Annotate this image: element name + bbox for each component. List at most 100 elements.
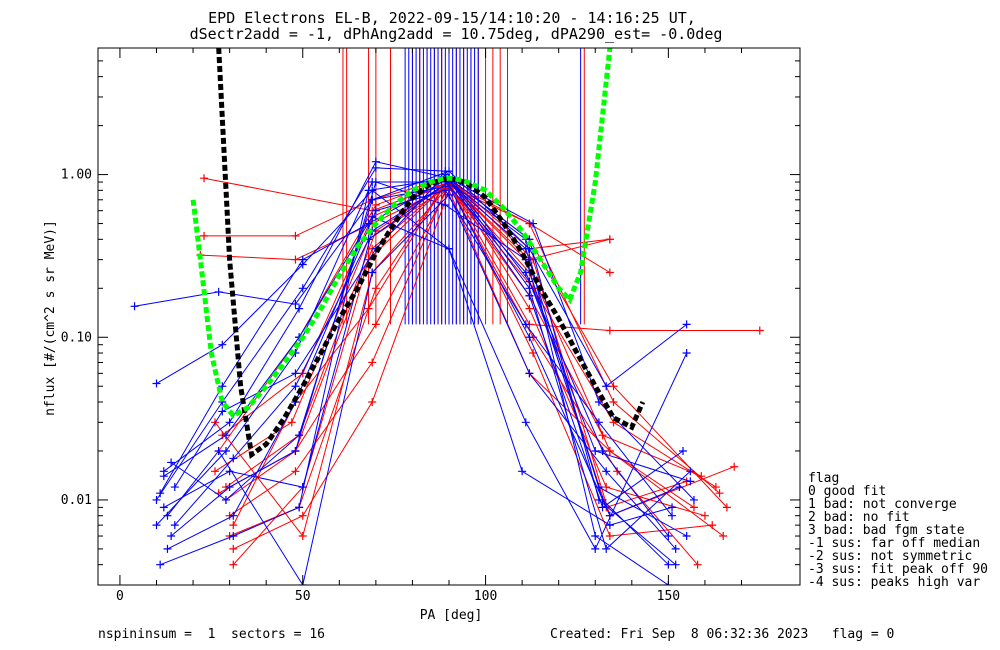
data-point (218, 382, 227, 391)
legend-entry: -1 sus: far off median (808, 536, 980, 551)
data-series (130, 48, 764, 585)
data-point (371, 163, 380, 172)
data-point (525, 333, 534, 342)
series-trace (163, 181, 669, 585)
series-trace (167, 189, 673, 550)
data-point (214, 287, 223, 296)
y-axis-label: nflux [#/(cm^2 s sr MeV)] (43, 220, 58, 416)
data-point (441, 186, 450, 195)
data-point (170, 483, 179, 492)
data-point (679, 446, 687, 455)
data-point (594, 418, 603, 427)
legend-entry: -2 sus: not symmetric (808, 549, 972, 564)
data-point (605, 521, 614, 530)
data-point (200, 174, 209, 183)
data-point (229, 560, 238, 569)
data-point (152, 379, 161, 388)
data-point (291, 382, 300, 391)
data-point (605, 326, 614, 335)
data-point (693, 560, 702, 569)
data-point (163, 511, 172, 520)
series-trace (174, 181, 669, 566)
data-point (697, 472, 706, 481)
data-point (682, 349, 691, 358)
data-point (715, 489, 724, 498)
data-point (609, 418, 618, 427)
data-point (671, 544, 680, 553)
data-point (605, 532, 614, 541)
data-point (521, 418, 530, 427)
data-point (225, 483, 234, 492)
x-axis-label: PA [deg] (420, 608, 483, 623)
legend-entry: 3 bad: bad fgm state (808, 523, 965, 538)
data-point (719, 532, 728, 541)
data-point (295, 503, 304, 512)
y-tick-label: 0.10 (61, 330, 92, 345)
data-point (605, 235, 614, 244)
data-point (221, 495, 230, 504)
data-point (668, 511, 677, 520)
data-point (445, 190, 453, 199)
data-point (229, 454, 238, 463)
data-point (152, 521, 161, 530)
data-point (708, 521, 717, 530)
data-point (298, 511, 307, 520)
data-point (152, 495, 161, 504)
series-trace (204, 177, 610, 250)
data-point (159, 503, 168, 512)
fit-curve (216, 48, 646, 459)
series-trace (156, 189, 688, 551)
series-trace (156, 181, 669, 537)
data-point (368, 268, 377, 277)
data-point (170, 521, 179, 530)
legend-entry: -4 sus: peaks high var (808, 575, 980, 590)
legend-title: flag (808, 471, 839, 486)
data-point (686, 477, 695, 486)
data-point (730, 462, 739, 471)
data-point (200, 231, 209, 240)
data-point (291, 467, 300, 476)
data-point (668, 503, 677, 512)
data-point (525, 369, 534, 378)
data-point (609, 382, 618, 391)
data-point (689, 495, 698, 504)
data-point (664, 560, 673, 569)
legend-entry: 2 bad: no fit (808, 510, 910, 525)
legend-entry: 1 bad: not converge (808, 497, 957, 512)
data-point (218, 340, 227, 349)
data-point (291, 369, 300, 378)
data-point (298, 532, 307, 541)
data-point (295, 304, 304, 313)
data-point (686, 467, 695, 476)
data-point (214, 446, 223, 455)
data-point (229, 511, 238, 520)
data-point (371, 178, 380, 187)
data-point (156, 489, 165, 498)
x-tick-label: 100 (474, 589, 497, 604)
data-point (225, 418, 234, 427)
data-point (602, 382, 611, 391)
data-point (130, 302, 139, 311)
data-point (441, 201, 450, 210)
data-point (525, 291, 534, 300)
data-point (371, 206, 380, 215)
footer-created-info: Created: Fri Sep 8 06:32:36 2023 flag = … (550, 627, 895, 642)
data-point (445, 244, 453, 253)
data-point (529, 349, 538, 358)
data-point (291, 231, 300, 240)
data-point (671, 560, 680, 569)
data-point (605, 511, 614, 520)
data-point (221, 431, 230, 440)
data-point (518, 467, 527, 476)
data-point (291, 255, 300, 264)
legend: flag 0 good fit 1 bad: not converge 2 ba… (808, 471, 988, 590)
footer-left-info: nspininsum = 1 sectors = 16 (98, 627, 325, 642)
data-point (591, 544, 600, 553)
data-point (682, 532, 691, 541)
data-point (594, 397, 603, 406)
series-trace (200, 185, 611, 273)
x-tick-label: 0 (116, 589, 124, 604)
data-point (364, 186, 373, 195)
chart-title: EPD Electrons EL-B, 2022-09-15/14:10:20 … (208, 9, 696, 27)
